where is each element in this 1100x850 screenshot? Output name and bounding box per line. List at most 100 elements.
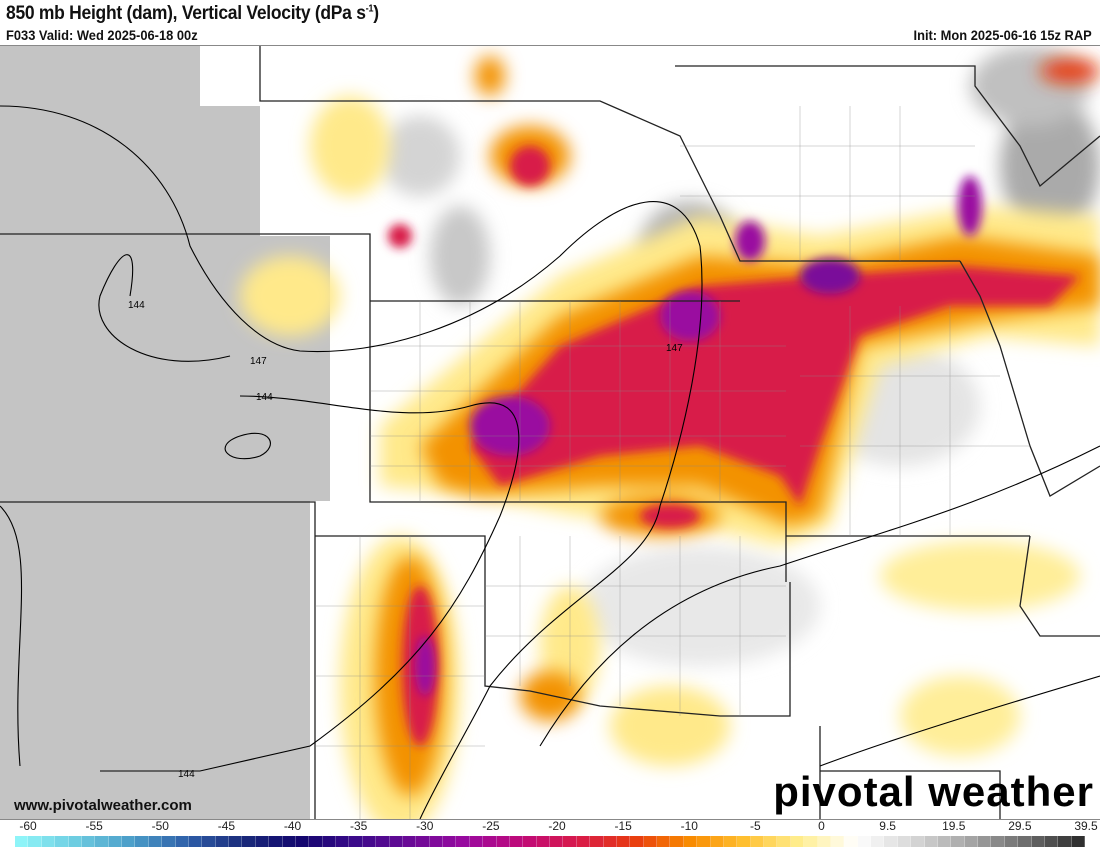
colorbar-swatch: [443, 836, 457, 847]
colorbar-swatch: [550, 836, 564, 847]
colorbar-tick-label: -15: [614, 819, 632, 833]
colorbar-swatch: [188, 836, 203, 847]
colorbar-swatch: [496, 836, 510, 847]
colorbar-tick-label: -25: [482, 819, 500, 833]
colorbar-swatch: [269, 836, 283, 847]
colorbar: [15, 836, 1085, 847]
upward-motion-red: [388, 146, 1080, 746]
colorbar-swatch: [108, 836, 122, 847]
colorbar-swatch: [95, 836, 109, 847]
pivotal-weather-logo: pivotal weather: [773, 768, 1094, 815]
colorbar-tick-label: -55: [85, 819, 103, 833]
colorbar-swatch: [871, 836, 885, 847]
colorbar-swatch: [162, 836, 176, 847]
contour-label: 144: [128, 300, 145, 311]
colorbar-swatch: [215, 836, 229, 847]
colorbar-swatch: [777, 836, 791, 847]
colorbar-swatch: [509, 836, 524, 847]
colorbar-swatch: [764, 836, 778, 847]
colorbar-swatch: [15, 836, 29, 847]
map-canvas: 144 147 144 147 144: [0, 46, 1100, 836]
colorbar-swatch: [1071, 836, 1085, 847]
colorbar-swatch: [857, 836, 871, 847]
init-time: Init: Mon 2025-06-16 15z RAP: [913, 27, 1092, 43]
colorbar-swatch: [242, 836, 256, 847]
colorbar-swatch: [643, 836, 657, 847]
colorbar-tick-label: 39.5: [1074, 819, 1098, 833]
colorbar-swatch: [911, 836, 925, 847]
colorbar-tick-label: 0: [818, 819, 825, 833]
colorbar-swatch: [295, 836, 310, 847]
county-borders: [315, 106, 1030, 819]
colorbar-swatch: [1004, 836, 1019, 847]
downward-motion-areas: [380, 46, 1100, 666]
colorbar-tick-label: -35: [349, 819, 368, 833]
colorbar-swatch: [389, 836, 403, 847]
colorbar-tick-label: -45: [217, 819, 236, 833]
colorbar-swatch: [737, 836, 751, 847]
colorbar-swatch: [175, 836, 189, 847]
colorbar-swatch: [309, 836, 323, 847]
colorbar-labels: -60 -55 -50 -45 -40 -35 -30 -25 -20 -15 -10 -5 0 9.5 1…: [0, 819, 1100, 833]
colorbar-swatch: [229, 836, 243, 847]
colorbar-tick-label: -30: [416, 819, 434, 833]
colorbar-swatch: [469, 836, 484, 847]
colorbar-swatch: [657, 836, 671, 847]
colorbar-swatch: [683, 836, 698, 847]
colorbar-tick-label: 19.5: [942, 819, 966, 833]
colorbar-swatch: [964, 836, 978, 847]
colorbar-swatch: [804, 836, 818, 847]
colorbar-swatch: [978, 836, 992, 847]
colorbar-swatch: [81, 836, 96, 847]
colorbar-tick-label: -50: [151, 819, 169, 833]
colorbar-swatch: [376, 836, 390, 847]
colorbar-swatch: [148, 836, 163, 847]
colorbar-swatch: [723, 836, 738, 847]
colorbar-swatch: [202, 836, 216, 847]
contour-label: 144: [256, 392, 273, 403]
colorbar-swatch: [429, 836, 443, 847]
colorbar-swatch: [576, 836, 591, 847]
colorbar-swatch: [523, 836, 537, 847]
colorbar-swatch: [616, 836, 631, 847]
colorbar-swatch: [536, 836, 550, 847]
colorbar-swatch: [924, 836, 938, 847]
state-borders: [0, 46, 1100, 819]
colorbar-swatch: [1044, 836, 1059, 847]
colorbar-swatch: [951, 836, 965, 847]
colorbar-swatch: [884, 836, 898, 847]
colorbar-tick-label: 9.5: [879, 819, 896, 833]
weather-map[interactable]: 144 147 144 147 144: [0, 45, 1100, 836]
colorbar-swatch: [563, 836, 577, 847]
colorbar-swatch: [844, 836, 858, 847]
colorbar-swatch: [991, 836, 1005, 847]
colorbar-swatch: [122, 836, 136, 847]
height-contours: [0, 105, 1100, 820]
colorbar-swatch: [830, 836, 845, 847]
colorbar-swatch: [416, 836, 430, 847]
colorbar-swatch: [790, 836, 805, 847]
colorbar-swatch: [817, 836, 831, 847]
colorbar-tick-label: -40: [283, 819, 302, 833]
colorbar-swatch: [1018, 836, 1032, 847]
colorbar-swatch: [710, 836, 724, 847]
colorbar-swatch: [1058, 836, 1072, 847]
colorbar-tick-label: -60: [19, 819, 37, 833]
colorbar-swatch: [336, 836, 350, 847]
colorbar-tick-label: 29.5: [1008, 819, 1032, 833]
upward-motion-purple: [415, 176, 982, 696]
colorbar-swatch: [55, 836, 69, 847]
colorbar-swatch: [41, 836, 56, 847]
colorbar-swatch: [68, 836, 82, 847]
colorbar-swatch: [349, 836, 363, 847]
map-title: 850 mb Height (dam), Vertical Velocity (…: [6, 3, 379, 24]
colorbar-tick-label: -5: [750, 819, 761, 833]
colorbar-swatch: [483, 836, 497, 847]
colorbar-swatch: [255, 836, 270, 847]
terrain-mask: [0, 46, 330, 826]
website-url: www.pivotalweather.com: [14, 797, 192, 814]
colorbar-swatch: [670, 836, 684, 847]
colorbar-swatch: [897, 836, 912, 847]
colorbar-swatch: [1031, 836, 1045, 847]
contour-labels: 144 147 144 147 144: [128, 300, 683, 780]
